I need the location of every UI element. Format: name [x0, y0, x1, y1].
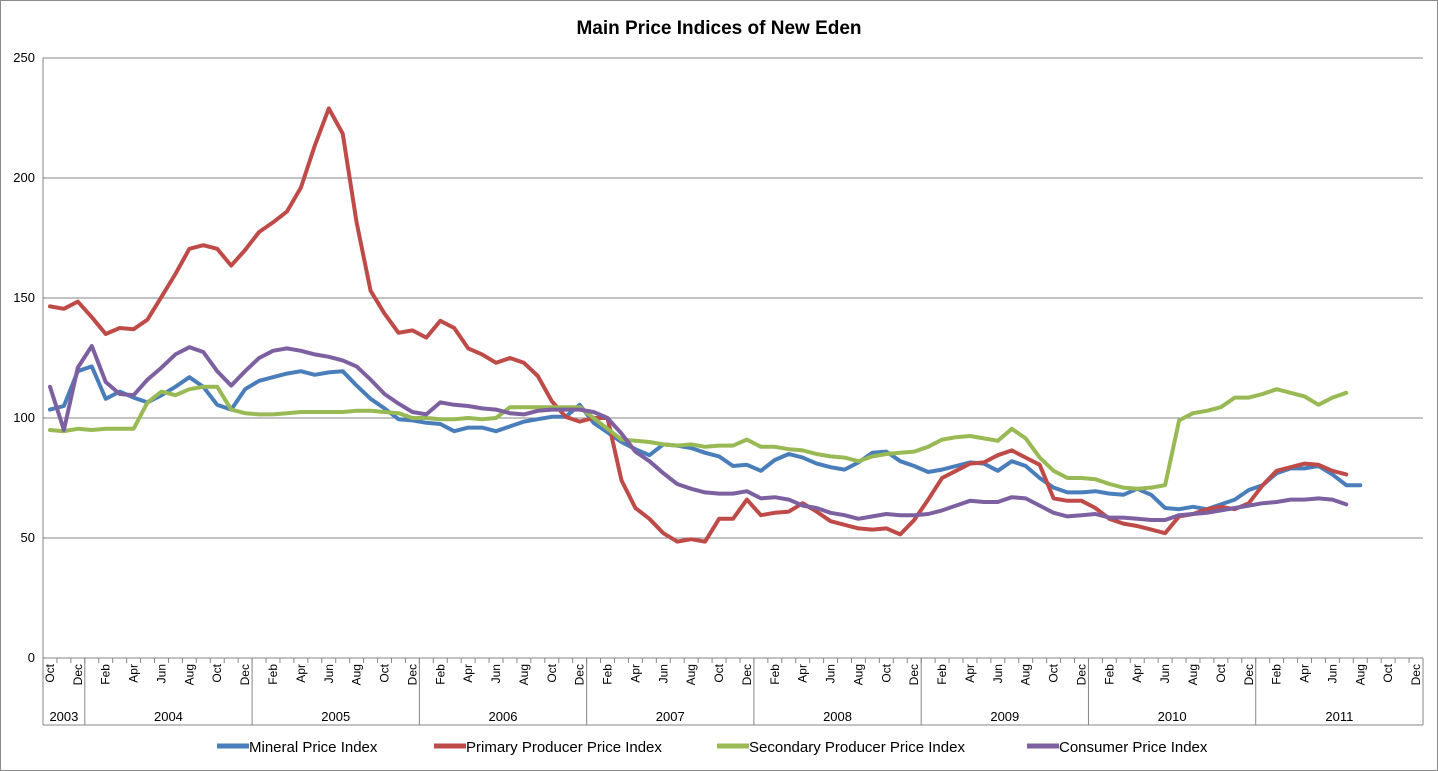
y-tick-label: 100 — [13, 410, 35, 425]
x-year-label: 2009 — [990, 709, 1019, 724]
y-tick-label: 250 — [13, 50, 35, 65]
x-year-label: 2005 — [321, 709, 350, 724]
x-month-label: Apr — [628, 664, 642, 683]
y-tick-label: 200 — [13, 170, 35, 185]
x-month-label: Jun — [991, 664, 1005, 683]
legend-label: Primary Producer Price Index — [466, 739, 662, 756]
x-month-label: Jun — [322, 664, 336, 683]
gridlines — [43, 57, 1423, 539]
x-month-label: Apr — [796, 664, 810, 683]
x-month-label: Oct — [545, 663, 559, 682]
x-month-label: Aug — [684, 664, 698, 685]
x-year-label: 2007 — [656, 709, 685, 724]
series-line-secondary-producer-price-index — [48, 384, 1349, 491]
x-month-label: Dec — [71, 664, 85, 685]
x-axis-labels: Oct Dec Feb Apr Jun Aug Oct Dec Feb Apr Jun Aug Oct D… — [43, 663, 1423, 724]
x-month-label: Apr — [963, 664, 977, 683]
x-month-label: Apr — [1298, 664, 1312, 683]
x-month-label: Oct — [1214, 663, 1228, 682]
x-month-label: Aug — [1186, 664, 1200, 685]
x-month-label: Feb — [601, 664, 615, 685]
legend-label: Consumer Price Index — [1059, 739, 1208, 756]
axes: 0 50 100 150 200 250 — [13, 50, 1424, 726]
x-month-label: Apr — [127, 664, 141, 683]
x-month-label: Dec — [1074, 664, 1088, 685]
legend: Mineral Price Index Primary Producer Pric… — [217, 739, 1208, 756]
x-month-label: Apr — [1130, 664, 1144, 683]
x-month-label: Oct — [879, 663, 893, 682]
x-month-label: Dec — [740, 664, 754, 685]
x-month-label: Dec — [1409, 664, 1423, 685]
legend-label: Secondary Producer Price Index — [749, 739, 965, 756]
x-month-label: Jun — [656, 664, 670, 683]
x-month-label: Jun — [154, 664, 168, 683]
x-month-label: Feb — [1270, 664, 1284, 685]
x-month-label: Aug — [1019, 664, 1033, 685]
x-month-label: Aug — [182, 664, 196, 685]
x-month-label: Oct — [1381, 663, 1395, 682]
x-month-label: Dec — [907, 664, 921, 685]
x-month-label: Feb — [1102, 664, 1116, 685]
x-year-label: 2006 — [489, 709, 518, 724]
x-month-label: Dec — [238, 664, 252, 685]
x-month-label: Feb — [433, 664, 447, 685]
y-tick-label: 0 — [28, 650, 35, 665]
x-month-label: Dec — [1242, 664, 1256, 685]
x-month-label: Oct — [210, 663, 224, 682]
y-tick-label: 150 — [13, 290, 35, 305]
x-year-label: 2010 — [1158, 709, 1187, 724]
x-month-label: Apr — [294, 664, 308, 683]
x-month-label: Dec — [573, 664, 587, 685]
x-month-label: Jun — [1325, 664, 1339, 683]
x-year-label: 2008 — [823, 709, 852, 724]
series-line-mineral-price-index — [48, 364, 1363, 512]
x-month-label: Jun — [1158, 664, 1172, 683]
series-line-consumer-price-index — [48, 344, 1349, 522]
x-month-label: Oct — [43, 663, 57, 682]
x-year-label: 2004 — [154, 709, 183, 724]
x-year-label: 2011 — [1325, 709, 1353, 724]
x-month-label: Oct — [712, 663, 726, 682]
x-month-label: Oct — [1047, 663, 1061, 682]
y-tick-label: 50 — [21, 530, 35, 545]
series-line-primary-producer-price-index — [48, 106, 1349, 544]
x-month-label: Apr — [461, 664, 475, 683]
x-month-label: Aug — [1353, 664, 1367, 685]
x-month-label: Aug — [350, 664, 364, 685]
x-month-label: Feb — [266, 664, 280, 685]
x-month-label: Aug — [851, 664, 865, 685]
x-month-label: Feb — [768, 664, 782, 685]
x-month-label: Aug — [517, 664, 531, 685]
x-month-label: Jun — [824, 664, 838, 683]
x-month-label: Dec — [405, 664, 419, 685]
chart-title: Main Price Indices of New Eden — [576, 18, 861, 39]
x-year-label: 2003 — [49, 709, 78, 724]
x-month-label: Feb — [935, 664, 949, 685]
x-month-label: Feb — [99, 664, 113, 685]
legend-label: Mineral Price Index — [249, 739, 378, 756]
series-lines — [48, 106, 1363, 544]
x-month-label: Oct — [378, 663, 392, 682]
x-month-label: Jun — [489, 664, 503, 683]
